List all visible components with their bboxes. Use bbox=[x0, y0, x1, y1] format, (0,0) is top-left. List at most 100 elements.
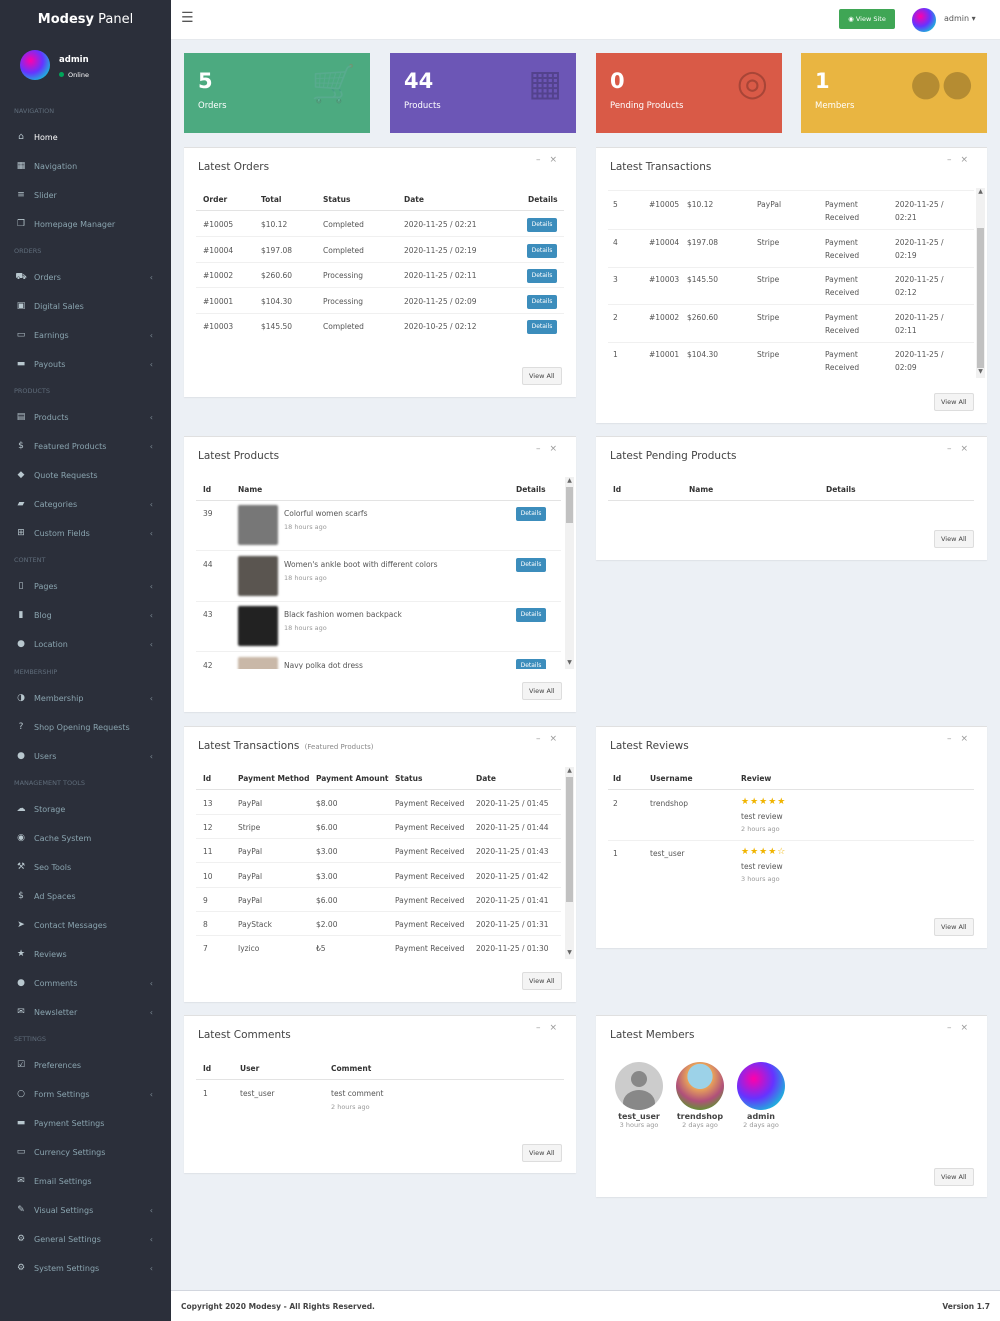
chevron-left-icon[interactable]: ‹ bbox=[149, 331, 153, 340]
scrollbar[interactable]: ▲ ▼ bbox=[565, 767, 574, 959]
close-icon[interactable]: × bbox=[960, 734, 977, 744]
close-icon[interactable]: × bbox=[960, 444, 977, 454]
chevron-left-icon[interactable]: ‹ bbox=[149, 640, 153, 649]
chevron-left-icon[interactable]: ‹ bbox=[149, 611, 153, 620]
product-name[interactable]: Colorful women scarfs bbox=[284, 509, 368, 518]
product-name[interactable]: Women's ankle boot with different colors bbox=[284, 559, 438, 569]
scroll-down-icon[interactable]: ▼ bbox=[978, 368, 983, 375]
scroll-down-icon[interactable]: ▼ bbox=[567, 949, 572, 956]
details-button[interactable]: Details bbox=[527, 243, 557, 258]
sidebar-item[interactable]: ➤ Contact Messages bbox=[0, 911, 171, 940]
view-all-button[interactable]: View All bbox=[522, 972, 562, 990]
sidebar-item[interactable]: ▯ Pages ‹ bbox=[0, 572, 171, 601]
close-icon[interactable]: × bbox=[549, 734, 566, 744]
sidebar-item[interactable]: ❐ Homepage Manager bbox=[0, 210, 171, 239]
minimize-icon[interactable]: – bbox=[946, 444, 961, 454]
stat-card[interactable]: 5 Orders 🛒 bbox=[184, 53, 370, 133]
member-card[interactable]: admin 2 days ago bbox=[731, 1062, 791, 1129]
chevron-left-icon[interactable]: ‹ bbox=[149, 500, 153, 509]
scrollbar[interactable]: ▲ ▼ bbox=[565, 477, 574, 669]
chevron-left-icon[interactable]: ‹ bbox=[149, 1235, 153, 1244]
minimize-icon[interactable]: – bbox=[946, 1023, 961, 1033]
details-button[interactable]: Details bbox=[516, 659, 546, 669]
user-dropdown[interactable]: admin ▾ bbox=[944, 14, 976, 23]
sidebar-item[interactable]: ⚒ Seo Tools bbox=[0, 853, 171, 882]
scroll-thumb[interactable] bbox=[566, 487, 573, 523]
details-button[interactable]: Details bbox=[516, 557, 546, 572]
member-avatar[interactable] bbox=[737, 1062, 785, 1110]
sidebar-item[interactable]: ◆ Quote Requests bbox=[0, 461, 171, 490]
chevron-left-icon[interactable]: ‹ bbox=[149, 1264, 153, 1273]
chevron-left-icon[interactable]: ‹ bbox=[149, 1090, 153, 1099]
sidebar-item[interactable]: ✉ Email Settings bbox=[0, 1167, 171, 1196]
scroll-up-icon[interactable]: ▲ bbox=[567, 767, 572, 774]
sidebar-item[interactable]: ✎ Visual Settings ‹ bbox=[0, 1196, 171, 1225]
sidebar-item[interactable]: ⚙ General Settings ‹ bbox=[0, 1225, 171, 1254]
chevron-left-icon[interactable]: ‹ bbox=[149, 582, 153, 591]
chevron-left-icon[interactable]: ‹ bbox=[149, 979, 153, 988]
member-card[interactable]: trendshop 2 days ago bbox=[670, 1062, 730, 1129]
scroll-thumb[interactable] bbox=[977, 228, 984, 368]
chevron-left-icon[interactable]: ‹ bbox=[149, 529, 153, 538]
close-icon[interactable]: × bbox=[549, 155, 566, 165]
product-name[interactable]: Black fashion women backpack bbox=[284, 610, 402, 620]
chevron-left-icon[interactable]: ‹ bbox=[149, 1008, 153, 1017]
view-all-button[interactable]: View All bbox=[522, 682, 562, 700]
product-thumbnail[interactable] bbox=[238, 555, 278, 596]
stat-card[interactable]: 1 Members ●● bbox=[801, 53, 987, 133]
chevron-left-icon[interactable]: ‹ bbox=[149, 413, 153, 422]
sidebar-item[interactable]: ▮ Blog ‹ bbox=[0, 601, 171, 630]
sidebar-item[interactable]: ≡ Slider bbox=[0, 181, 171, 210]
sidebar-item[interactable]: ● Users ‹ bbox=[0, 742, 171, 771]
top-avatar[interactable] bbox=[912, 8, 936, 32]
minimize-icon[interactable]: – bbox=[946, 734, 961, 744]
sidebar-item[interactable]: ▣ Digital Sales bbox=[0, 292, 171, 321]
sidebar-item[interactable]: ? Shop Opening Requests bbox=[0, 713, 171, 742]
sidebar-item[interactable]: ● Comments ‹ bbox=[0, 969, 171, 998]
sidebar-item[interactable]: ⛟ Orders ‹ bbox=[0, 263, 171, 292]
box-tools[interactable]: –× bbox=[947, 734, 977, 744]
sidebar-item[interactable]: ○ Form Settings ‹ bbox=[0, 1080, 171, 1109]
sidebar-item[interactable]: ▭ Earnings ‹ bbox=[0, 321, 171, 350]
sidebar-item[interactable]: $ Featured Products ‹ bbox=[0, 432, 171, 461]
sidebar-item[interactable]: ▭ Currency Settings bbox=[0, 1138, 171, 1167]
member-name[interactable]: trendshop bbox=[676, 1112, 724, 1121]
box-tools[interactable]: –× bbox=[536, 444, 566, 454]
sidebar-item[interactable]: ▤ Products ‹ bbox=[0, 403, 171, 432]
box-tools[interactable]: –× bbox=[947, 1023, 977, 1033]
details-button[interactable]: Details bbox=[516, 507, 546, 521]
chevron-left-icon[interactable]: ‹ bbox=[149, 273, 153, 282]
minimize-icon[interactable]: – bbox=[535, 734, 550, 744]
product-thumbnail[interactable] bbox=[238, 657, 278, 669]
details-button[interactable]: Details bbox=[527, 294, 557, 309]
chevron-left-icon[interactable]: ‹ bbox=[149, 360, 153, 369]
product-thumbnail[interactable] bbox=[238, 606, 278, 647]
member-card[interactable]: test_user 3 hours ago bbox=[609, 1062, 669, 1129]
product-name[interactable]: Navy polka dot dress bbox=[284, 661, 363, 669]
close-icon[interactable]: × bbox=[549, 444, 566, 454]
sidebar-item[interactable]: ⌂ Home bbox=[0, 123, 171, 152]
sidebar-item[interactable]: ☑ Preferences bbox=[0, 1051, 171, 1080]
sidebar-item[interactable]: ⚙ System Settings ‹ bbox=[0, 1254, 171, 1283]
logo[interactable]: Modesy Panel bbox=[37, 12, 134, 27]
close-icon[interactable]: × bbox=[960, 1023, 977, 1033]
scrollbar[interactable]: ▲ ▼ bbox=[976, 188, 985, 378]
box-tools[interactable]: –× bbox=[536, 155, 566, 165]
member-avatar[interactable] bbox=[676, 1062, 724, 1110]
box-tools[interactable]: –× bbox=[947, 444, 977, 454]
details-button[interactable]: Details bbox=[527, 269, 557, 283]
stat-card[interactable]: 44 Products ▦ bbox=[390, 53, 576, 133]
details-button[interactable]: Details bbox=[527, 320, 557, 334]
sidebar-item[interactable]: ▰ Categories ‹ bbox=[0, 490, 171, 519]
chevron-left-icon[interactable]: ‹ bbox=[149, 442, 153, 451]
scroll-up-icon[interactable]: ▲ bbox=[978, 188, 983, 195]
details-button[interactable]: Details bbox=[527, 218, 557, 232]
box-tools[interactable]: –× bbox=[947, 155, 977, 165]
chevron-left-icon[interactable]: ‹ bbox=[149, 1206, 153, 1215]
sidebar-item[interactable]: ◉ Cache System bbox=[0, 824, 171, 853]
chevron-left-icon[interactable]: ‹ bbox=[149, 752, 153, 761]
sidebar-item[interactable]: ▬ Payouts ‹ bbox=[0, 350, 171, 379]
sidebar-item[interactable]: ⊞ Custom Fields ‹ bbox=[0, 519, 171, 548]
close-icon[interactable]: × bbox=[960, 155, 977, 165]
product-thumbnail[interactable] bbox=[238, 505, 278, 545]
